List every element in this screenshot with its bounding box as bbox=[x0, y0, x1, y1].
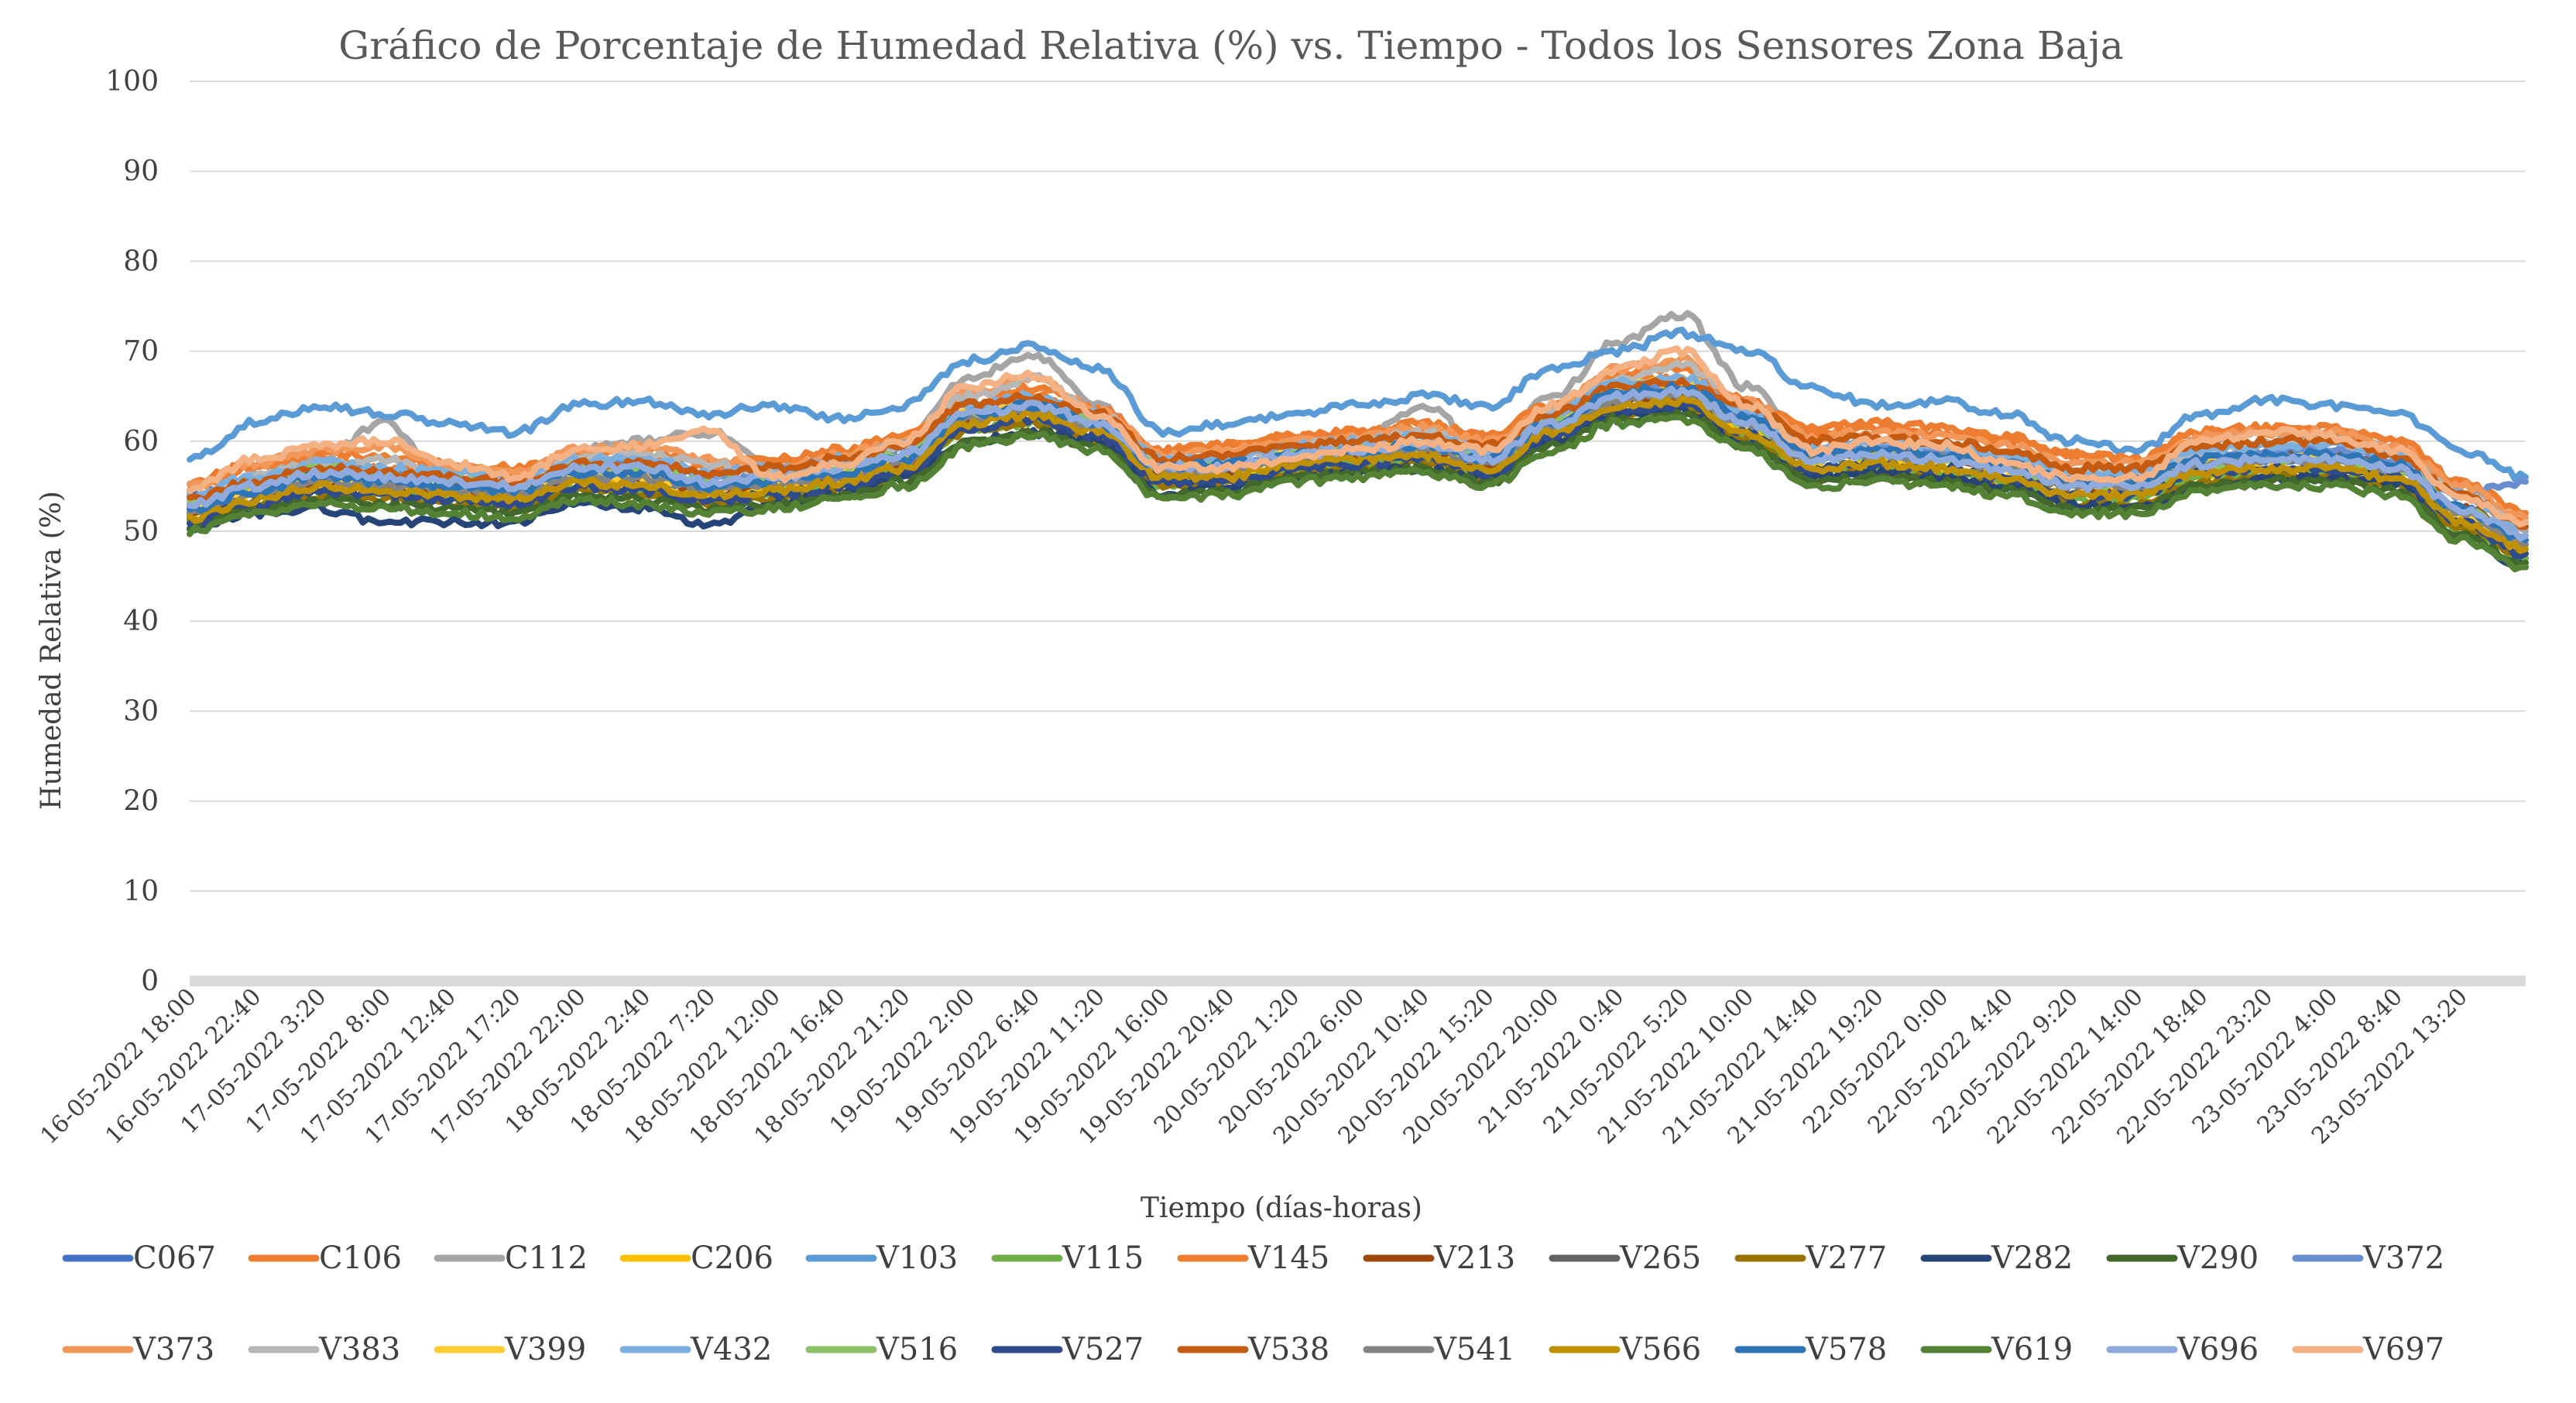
legend-label: V282 bbox=[1991, 1240, 2073, 1276]
legend-label: V115 bbox=[1062, 1240, 1144, 1276]
series-line-v538 bbox=[187, 376, 2529, 530]
legend-label: V290 bbox=[2176, 1240, 2259, 1276]
y-axis-ticks: 0 10 20 30 40 50 60 70 80 90 100 bbox=[105, 66, 159, 997]
legend-label: V277 bbox=[1805, 1240, 1887, 1276]
legend-label: V103 bbox=[876, 1240, 958, 1276]
legend-label: V372 bbox=[2362, 1240, 2444, 1276]
y-tick-label: 80 bbox=[123, 245, 159, 277]
legend-label: V265 bbox=[1619, 1240, 1701, 1276]
y-tick-label: 100 bbox=[105, 66, 159, 98]
series-line-v697 bbox=[187, 345, 2529, 528]
series-line-v103 bbox=[187, 326, 2529, 482]
legend-label: V619 bbox=[1991, 1332, 2073, 1367]
legend-label: V516 bbox=[876, 1332, 958, 1367]
legend-label: V697 bbox=[2362, 1332, 2444, 1367]
series-lines bbox=[187, 310, 2529, 573]
legend-label: V696 bbox=[2176, 1332, 2259, 1367]
y-tick-label: 90 bbox=[123, 156, 159, 187]
chart-title: Gráfico de Porcentaje de Humedad Relativ… bbox=[338, 23, 2123, 68]
y-tick-label: 40 bbox=[123, 605, 159, 637]
y-tick-label: 50 bbox=[123, 516, 159, 547]
legend-label: V373 bbox=[132, 1332, 214, 1367]
legend-label: V566 bbox=[1619, 1332, 1701, 1367]
y-tick-label: 30 bbox=[123, 695, 159, 727]
y-axis-title: Humedad Relativa (%) bbox=[36, 491, 67, 810]
legend-label: V399 bbox=[504, 1332, 586, 1367]
y-tick-label: 0 bbox=[141, 966, 159, 997]
legend: C067 C106 C112 C206 V103 V115 V145 V213 V265 V277… bbox=[62, 1240, 2444, 1367]
legend-label: V145 bbox=[1247, 1240, 1329, 1276]
y-tick-label: 10 bbox=[123, 876, 159, 907]
y-tick-label: 20 bbox=[123, 786, 159, 818]
legend-label: C106 bbox=[319, 1240, 402, 1276]
legend-label: C112 bbox=[505, 1240, 588, 1276]
y-tick-label: 60 bbox=[123, 426, 159, 458]
legend-label: V527 bbox=[1062, 1332, 1144, 1367]
series-line-v619 bbox=[187, 413, 2529, 573]
legend-label: C067 bbox=[133, 1240, 216, 1276]
y-tick-label: 70 bbox=[123, 336, 159, 368]
legend-label: V541 bbox=[1433, 1332, 1515, 1367]
legend-label: V578 bbox=[1805, 1332, 1887, 1367]
x-axis-title: Tiempo (días-horas) bbox=[1141, 1192, 1422, 1224]
legend-label: V383 bbox=[318, 1332, 400, 1367]
legend-label: V213 bbox=[1433, 1240, 1515, 1276]
series-line-v696 bbox=[187, 386, 2529, 542]
legend-label: V538 bbox=[1247, 1332, 1329, 1367]
legend-label: V432 bbox=[690, 1332, 772, 1367]
series-line-v566 bbox=[187, 395, 2529, 554]
legend-label: C206 bbox=[691, 1240, 773, 1276]
